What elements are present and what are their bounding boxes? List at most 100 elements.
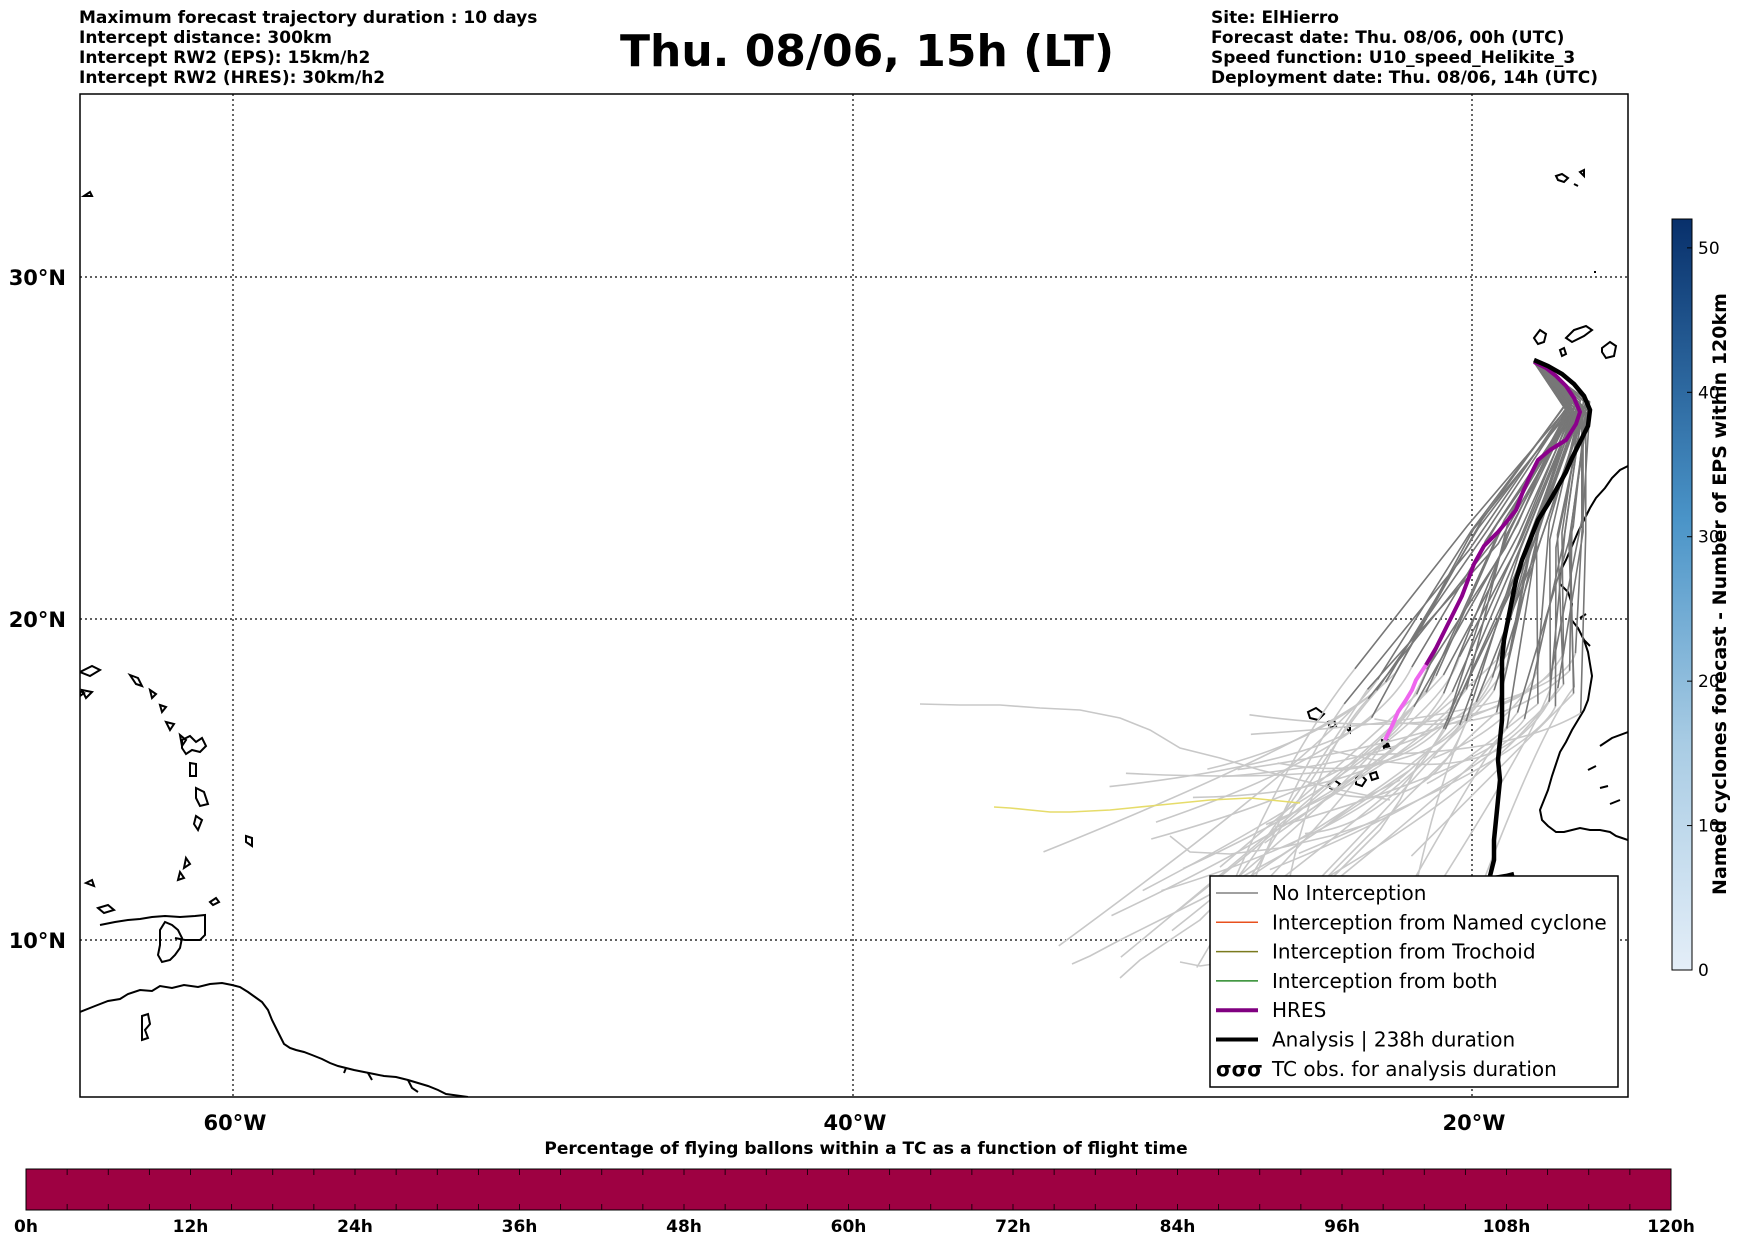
island [80,190,94,197]
lon-label: 40°W [824,1111,887,1135]
madeira [1554,172,1570,184]
info-line: Intercept RW2 (HRES): 30km/h2 [79,68,386,88]
info-line: Intercept distance: 300km [79,28,332,48]
canary-island [1601,340,1618,360]
legend-label: TC obs. for analysis duration [1271,1057,1557,1081]
guadeloupe [181,734,208,756]
eps-track-late [1120,674,1445,958]
south-america-coast [80,981,469,1097]
island [80,664,103,678]
tc-marker-icon: σσσ [1216,1057,1263,1081]
barbados [245,834,253,848]
lon-label: 20°W [1443,1111,1506,1135]
st-vincent [182,855,192,871]
percentage-bar-tick-label: 12h [173,1217,209,1237]
legend-label: Analysis | 238h duration [1272,1028,1515,1052]
legend: No Interception Interception from Named c… [1209,875,1619,1088]
grenada [176,869,186,882]
eps-track-late [1169,819,1381,855]
legend-item: No Interception [1216,881,1426,905]
eps-track-late [1237,673,1552,771]
colorbar-label: Named cyclones forecast - Number of EPS … [1709,293,1731,895]
island [164,720,176,732]
percentage-bar-tick-label: 36h [502,1217,538,1237]
eps-track-late [1182,691,1453,870]
percentage-bar-fill [25,1168,1672,1211]
legend-item: Interception from both [1216,969,1498,993]
cape-verde-island [1381,742,1392,750]
lat-label: 20°N [9,608,66,632]
eps-track-late [1155,666,1413,823]
percentage-bar-tick-label: 60h [831,1217,867,1237]
eps-track-late [1237,688,1369,878]
eps-track-late [1250,653,1577,736]
eps-track-late [1151,706,1415,840]
legend-item: Analysis | 238h duration [1216,1028,1515,1052]
legend-label: No Interception [1272,881,1426,905]
info-line: Maximum forecast trajectory duration : 1… [79,8,538,28]
canary-island [1532,328,1548,346]
legend-item: HRES [1216,998,1326,1022]
madeira-islet [1573,168,1585,187]
info-line: Site: ElHierro [1211,8,1339,28]
legend-label: HRES [1272,998,1326,1022]
colorbar-tick-label: 20 [1698,672,1720,692]
martinique [195,786,210,808]
lat-label: 30°N [9,266,66,290]
percentage-bar-tick-label: 120h [1647,1217,1695,1237]
dominica [189,761,197,777]
colorbar-tick-label: 0 [1698,961,1709,981]
legend-label: Interception from both [1272,969,1498,993]
eps-track [1465,361,1576,722]
island [83,878,96,888]
colorbar-ticks: 0 10 20 30 40 50 [1687,239,1720,981]
trinidad-coast [156,920,184,964]
africa-coast [1538,465,1628,841]
margarita [95,903,117,915]
percentage-bar-tick-label: 108h [1483,1217,1531,1237]
eps-track-late [1426,703,1539,785]
guyana-coast [343,1067,419,1093]
map-frame [79,93,1629,1098]
island [148,687,158,700]
percentage-bar: Percentage of flying ballons within a TC… [14,1139,1695,1237]
legend-label: Interception from Named cyclone [1272,910,1607,934]
percentage-bar-tick-label: 0h [14,1217,38,1237]
eps-track [1506,361,1582,729]
cape-verde-island [1368,770,1380,782]
info-line: Deployment date: Thu. 08/06, 14h (UTC) [1211,68,1598,88]
legend-item: Interception from Trochoid [1216,940,1536,964]
percentage-bar-tick-label: 72h [995,1217,1031,1237]
legend-label: Interception from Trochoid [1272,940,1536,964]
percentage-bar-title: Percentage of flying ballons within a TC… [544,1139,1187,1159]
colorbar: 0 10 20 30 40 50 Named cyclones forecast - Nu… [1671,218,1731,981]
yellow-track [993,797,1301,813]
percentage-bar-tick-label: 96h [1324,1217,1360,1237]
info-line: Forecast date: Thu. 08/06, 00h (UTC) [1211,28,1565,48]
eps-track-late [1329,701,1550,766]
colorbar-tick-label: 10 [1698,817,1720,837]
map-title: Thu. 08/06, 15h (LT) [620,26,1115,77]
eps-track-late [1361,712,1582,756]
island [80,689,86,698]
colorbar-gradient [1671,218,1693,971]
eps-track-late [919,703,1391,801]
eps-track [1506,361,1576,666]
eps-track-late [1287,677,1494,847]
lat-labels: 30°N 20°N 10°N [9,266,66,953]
legend-item: Interception from Named cyclone [1216,910,1607,934]
info-line: Speed function: U10_speed_Helikite_3 [1211,48,1576,68]
eps-track-late [1249,653,1565,725]
eps-track-late [1119,769,1411,979]
percentage-bar-tick-label: 48h [666,1217,702,1237]
island [127,672,144,688]
legend-item: σσσ TC obs. for analysis duration [1216,1057,1557,1081]
paria-coast [99,913,206,941]
legend-box [1209,875,1619,1088]
eps-track-late [1433,670,1539,759]
eps-track-late [1161,728,1446,892]
lon-label: 60°W [204,1111,267,1135]
island [158,703,168,715]
percentage-bar-tick-label: 84h [1160,1217,1196,1237]
